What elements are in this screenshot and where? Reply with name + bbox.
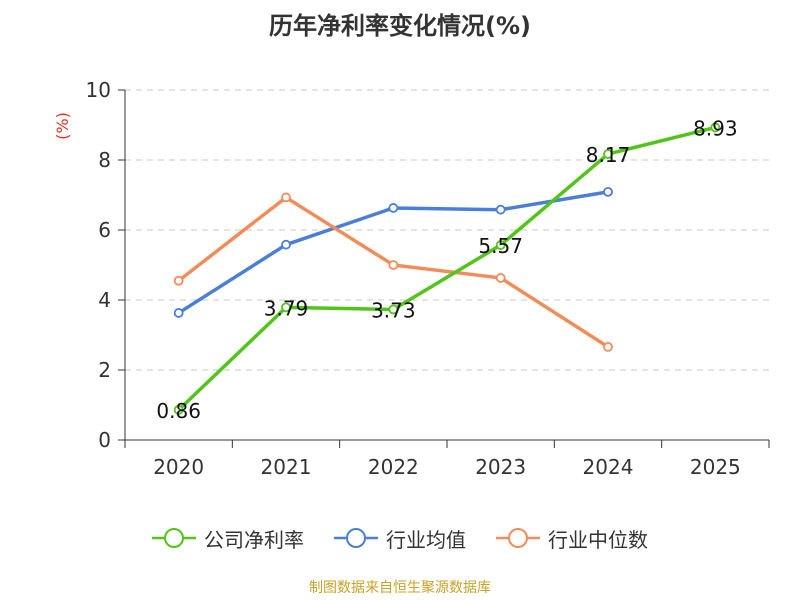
data-point[interactable] xyxy=(603,149,613,159)
axes: 0 2 4 6 8 10 2020 2021 2022 2023 2024 2025 xyxy=(86,78,770,479)
y-tick-label: 10 xyxy=(86,78,111,102)
data-point[interactable] xyxy=(603,186,613,197)
data-point[interactable] xyxy=(281,192,291,203)
data-label: 3.79 xyxy=(264,296,309,320)
legend-swatch-icon xyxy=(496,528,540,548)
data-point[interactable] xyxy=(495,273,506,283)
legend-item[interactable]: 公司净利率 xyxy=(152,524,304,553)
data-point[interactable] xyxy=(495,240,506,250)
data-point[interactable] xyxy=(173,404,184,415)
data-labels: 0.86 3.79 3.73 5.57 8.17 8.93 xyxy=(156,116,737,422)
data-point[interactable] xyxy=(173,275,184,286)
data-point[interactable] xyxy=(281,239,291,250)
y-tick-label: 2 xyxy=(98,358,111,382)
y-axis-label: (%) xyxy=(53,112,72,140)
legend-item[interactable]: 行业均值 xyxy=(334,524,466,553)
series-lines xyxy=(173,122,721,415)
legend: 公司净利率 行业均值 行业中位数 xyxy=(0,520,800,556)
data-point[interactable] xyxy=(388,260,399,270)
y-tick-label: 4 xyxy=(98,288,111,312)
legend-swatch-icon xyxy=(334,528,378,548)
data-point[interactable] xyxy=(710,122,721,133)
y-tick-label: 6 xyxy=(98,218,111,242)
data-point[interactable] xyxy=(173,308,184,318)
data-point[interactable] xyxy=(603,341,613,352)
x-tick-label: 2022 xyxy=(368,455,419,479)
data-point[interactable] xyxy=(388,304,399,315)
x-tick-label: 2024 xyxy=(583,455,634,479)
legend-label: 行业均值 xyxy=(386,527,466,552)
grid-lines xyxy=(125,89,769,371)
x-tick-label: 2025 xyxy=(690,455,741,479)
data-label: 8.93 xyxy=(693,116,738,140)
y-tick-label: 8 xyxy=(98,148,111,172)
data-label: 3.73 xyxy=(371,298,416,322)
data-label: 5.57 xyxy=(478,234,523,258)
data-label: 8.17 xyxy=(586,143,631,167)
legend-label: 行业中位数 xyxy=(548,527,648,552)
source-note: 制图数据来自恒生聚源数据库 xyxy=(309,580,491,596)
series-line xyxy=(176,125,718,412)
x-tick-label: 2021 xyxy=(261,455,312,479)
legend-swatch-icon xyxy=(152,528,196,548)
data-point[interactable] xyxy=(281,302,291,313)
data-point[interactable] xyxy=(388,203,399,213)
legend-label: 公司净利率 xyxy=(204,527,304,552)
y-tick-label: 0 xyxy=(98,428,111,452)
legend-item[interactable]: 行业中位数 xyxy=(496,524,648,553)
data-point[interactable] xyxy=(495,204,506,215)
data-label: 0.86 xyxy=(156,399,201,423)
chart-title: 历年净利率变化情况(%) xyxy=(269,12,531,40)
x-tick-label: 2020 xyxy=(153,455,204,479)
x-tick-label: 2023 xyxy=(475,455,526,479)
